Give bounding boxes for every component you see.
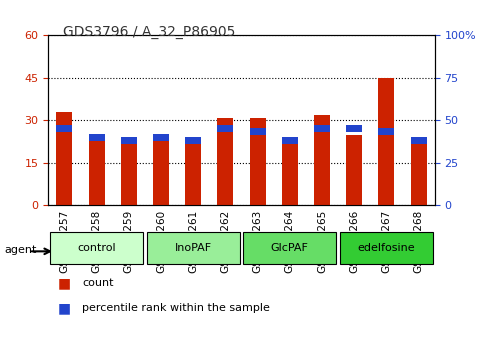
Bar (217, 118, 233, 205)
Bar (411, 137, 426, 144)
Bar (88, 134, 105, 141)
Text: count: count (82, 278, 114, 288)
Bar (282, 137, 298, 144)
Bar (282, 137, 298, 205)
FancyBboxPatch shape (50, 232, 143, 264)
Bar (57, 125, 72, 132)
FancyBboxPatch shape (243, 232, 337, 264)
Bar (153, 134, 169, 141)
Bar (250, 128, 266, 135)
Text: control: control (77, 243, 116, 253)
FancyBboxPatch shape (340, 232, 433, 264)
Bar (250, 118, 266, 205)
Bar (217, 125, 233, 132)
Text: edelfosine: edelfosine (357, 243, 415, 253)
Text: percentile rank within the sample: percentile rank within the sample (82, 303, 270, 313)
Bar (346, 125, 362, 132)
Text: InoPAF: InoPAF (175, 243, 212, 253)
Bar (185, 137, 201, 144)
Bar (185, 140, 201, 205)
Bar (378, 78, 395, 205)
Text: GlcPAF: GlcPAF (271, 243, 309, 253)
Bar (314, 125, 330, 132)
Text: ■: ■ (58, 301, 71, 315)
Bar (88, 135, 105, 205)
Text: agent: agent (5, 245, 37, 255)
Bar (57, 112, 72, 205)
Text: GDS3796 / A_32_P86905: GDS3796 / A_32_P86905 (63, 25, 235, 39)
FancyBboxPatch shape (146, 232, 240, 264)
Text: ■: ■ (58, 276, 71, 290)
Bar (121, 137, 137, 205)
Bar (411, 143, 426, 205)
Bar (314, 115, 330, 205)
Bar (121, 137, 137, 144)
Bar (378, 128, 395, 135)
Bar (346, 135, 362, 205)
Bar (153, 135, 169, 205)
